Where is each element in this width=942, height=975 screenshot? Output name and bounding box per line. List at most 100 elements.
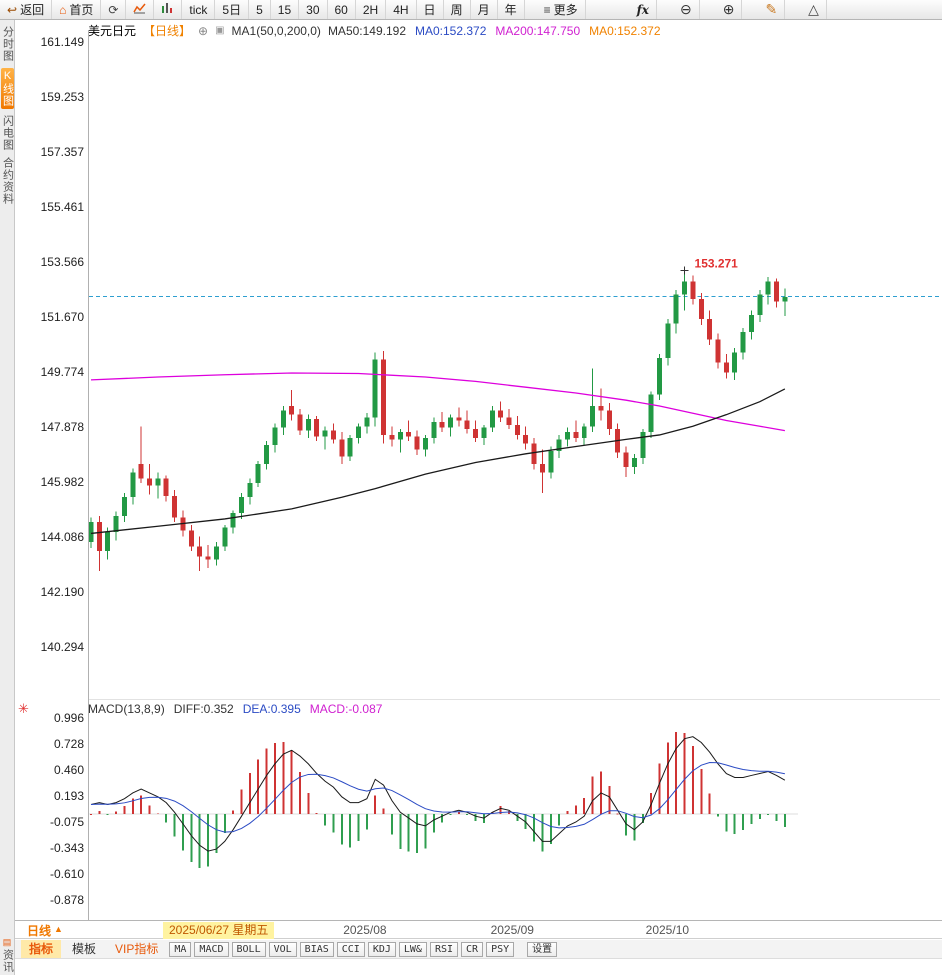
candle-body bbox=[531, 443, 537, 464]
toolbar-week-label: 周 bbox=[450, 3, 463, 17]
toolbar-year-button[interactable]: 年 bbox=[498, 0, 525, 19]
macd-hist-bar bbox=[641, 814, 644, 823]
macd-axis-label: 0.193 bbox=[53, 788, 84, 803]
candle-body bbox=[665, 323, 671, 359]
ma-value-2: MA200:147.750 bbox=[495, 23, 581, 38]
settings-button[interactable]: 设置 bbox=[527, 941, 558, 957]
macd-hist-bar bbox=[516, 814, 519, 821]
macd-hist-bar bbox=[207, 814, 210, 867]
macd-hist-bar bbox=[390, 814, 393, 835]
toolbar-m60-button[interactable]: 60 bbox=[328, 0, 356, 19]
indicator-button-CR[interactable]: CR bbox=[461, 941, 484, 957]
macd-hist-bar bbox=[282, 741, 285, 815]
indicator-button-PSY[interactable]: PSY bbox=[486, 941, 515, 957]
candlestick-chart[interactable]: 153.271 bbox=[88, 30, 940, 920]
toolbar-more-button[interactable]: ≡ 更多 bbox=[537, 0, 586, 19]
candle-body bbox=[590, 406, 596, 427]
toolbar-h4-label: 4H bbox=[393, 2, 409, 17]
candle-body bbox=[314, 419, 320, 437]
candle-body bbox=[397, 432, 403, 440]
period-selector[interactable]: 日线 ▲ bbox=[27, 922, 63, 939]
toolbar-5d-button[interactable]: 5日 bbox=[215, 0, 250, 19]
indicator-button-RSI[interactable]: RSI bbox=[429, 941, 459, 957]
bar-chart-icon bbox=[161, 2, 174, 17]
toolbar-h2-button[interactable]: 2H bbox=[356, 0, 387, 19]
toolbar-home-button[interactable]: ⌂ 首页 bbox=[52, 0, 102, 19]
macd-hist-bar bbox=[407, 814, 410, 852]
toolbar-week-button[interactable]: 周 bbox=[444, 0, 471, 19]
toolbar-m30-button[interactable]: 30 bbox=[299, 0, 328, 19]
candle-body bbox=[690, 281, 696, 299]
macd-hist-bar bbox=[365, 814, 368, 830]
indicator-button-KDJ[interactable]: KDJ bbox=[367, 941, 396, 957]
toolbar-m60-label: 60 bbox=[334, 2, 348, 17]
candle-body bbox=[732, 352, 738, 373]
toolbar-m30-label: 30 bbox=[306, 2, 320, 17]
candle-body bbox=[523, 434, 529, 444]
candle-body bbox=[213, 546, 219, 560]
toolbar-back-button[interactable]: ↩ 返回 bbox=[0, 0, 53, 19]
macd-hist-bar bbox=[533, 814, 536, 842]
toolbar-zoom-out-button[interactable]: ⊖ bbox=[673, 0, 700, 19]
toolbar-m15-button[interactable]: 15 bbox=[271, 0, 300, 19]
toolbar-year-label: 年 bbox=[504, 3, 517, 17]
toolbar-tick-button[interactable]: tick bbox=[182, 0, 216, 19]
candle-body bbox=[121, 497, 127, 517]
toolbar-m5-button[interactable]: 5 bbox=[249, 0, 271, 19]
toolbar-draw-button[interactable]: ✎ bbox=[758, 0, 786, 19]
candle-body bbox=[389, 434, 395, 440]
candle-body bbox=[372, 359, 378, 418]
tab-模板[interactable]: 模板 bbox=[72, 942, 97, 956]
candle-body bbox=[96, 521, 102, 551]
macd-hist-bar bbox=[106, 814, 109, 816]
macd-title: MACD(13,8,9) bbox=[88, 702, 165, 716]
indicator-button-BOLL[interactable]: BOLL bbox=[231, 941, 266, 957]
toolbar-month-button[interactable]: 月 bbox=[471, 0, 498, 19]
price-axis-label: 159.253 bbox=[40, 89, 84, 104]
toolbar-month-label: 月 bbox=[477, 3, 490, 17]
menu-icon: ≡ bbox=[543, 2, 551, 17]
toolbar-refresh-button[interactable]: ⟳ bbox=[101, 0, 127, 19]
tab-VIP指标[interactable]: VIP指标 bbox=[115, 942, 159, 956]
macd-axis-label: -0.075 bbox=[49, 814, 84, 829]
indicator-button-MACD[interactable]: MACD bbox=[194, 941, 229, 957]
macd-hist-bar bbox=[758, 814, 761, 819]
toolbar-flag-button[interactable]: △ bbox=[801, 0, 827, 19]
toolbar-bar-chart-button[interactable] bbox=[154, 0, 183, 19]
candle-body bbox=[782, 296, 788, 302]
indicator-button-VOL[interactable]: VOL bbox=[268, 941, 297, 957]
macd-hist-bar bbox=[340, 814, 343, 845]
candle-body bbox=[431, 421, 437, 438]
symbol-name: 美元日元 bbox=[88, 24, 137, 38]
macd-value-2: MACD:-0.087 bbox=[309, 702, 383, 716]
indicator-button-LW&[interactable]: LW& bbox=[398, 941, 427, 957]
sidebar-item-time-chart[interactable]: 分时图 bbox=[1, 26, 14, 62]
candle-body bbox=[305, 419, 311, 431]
sidebar-item-kline-chart[interactable]: K线图 bbox=[0, 68, 14, 109]
price-axis-label: 142.190 bbox=[40, 584, 84, 599]
candle-body bbox=[163, 478, 169, 496]
sidebar-item-flash-chart[interactable]: 闪电图 bbox=[1, 115, 14, 151]
candle-body bbox=[748, 314, 754, 333]
ma-settings-icon[interactable]: ▣ bbox=[215, 25, 225, 36]
candle-body bbox=[447, 417, 453, 428]
macd-hist-bar bbox=[541, 814, 544, 852]
flower-icon[interactable]: ✳ bbox=[18, 701, 29, 716]
indicator-button-BIAS[interactable]: BIAS bbox=[299, 941, 334, 957]
toolbar: ↩ 返回 ⌂ 首页 ⟳ tick 5日 5 15 30 60 2H 4H 日周月年 ≡ 更多 fx ⊖ ⊕ ✎ △ bbox=[0, 0, 942, 20]
up-triangle-icon: ▲ bbox=[54, 924, 63, 934]
toolbar-line-chart-button[interactable] bbox=[126, 0, 155, 19]
toolbar-h4-button[interactable]: 4H bbox=[386, 0, 417, 19]
tab-指标[interactable]: 指标 bbox=[21, 940, 62, 958]
sidebar-item-news[interactable]: ▤ 资讯 bbox=[1, 937, 14, 973]
price-axis-label: 145.982 bbox=[40, 474, 84, 489]
toolbar-fx-button[interactable]: fx bbox=[630, 0, 657, 19]
macd-hist-bar bbox=[307, 793, 310, 815]
toolbar-zoom-in-button[interactable]: ⊕ bbox=[716, 0, 743, 19]
indicator-button-CCI[interactable]: CCI bbox=[336, 941, 365, 957]
indicator-button-MA[interactable]: MA bbox=[169, 941, 192, 957]
sidebar-item-contract-info[interactable]: 合约资料 bbox=[1, 157, 14, 205]
expand-icon[interactable]: ⊕ bbox=[198, 23, 209, 38]
toolbar-day-button[interactable]: 日 bbox=[417, 0, 444, 19]
month-label: 2025/08 bbox=[343, 923, 387, 937]
